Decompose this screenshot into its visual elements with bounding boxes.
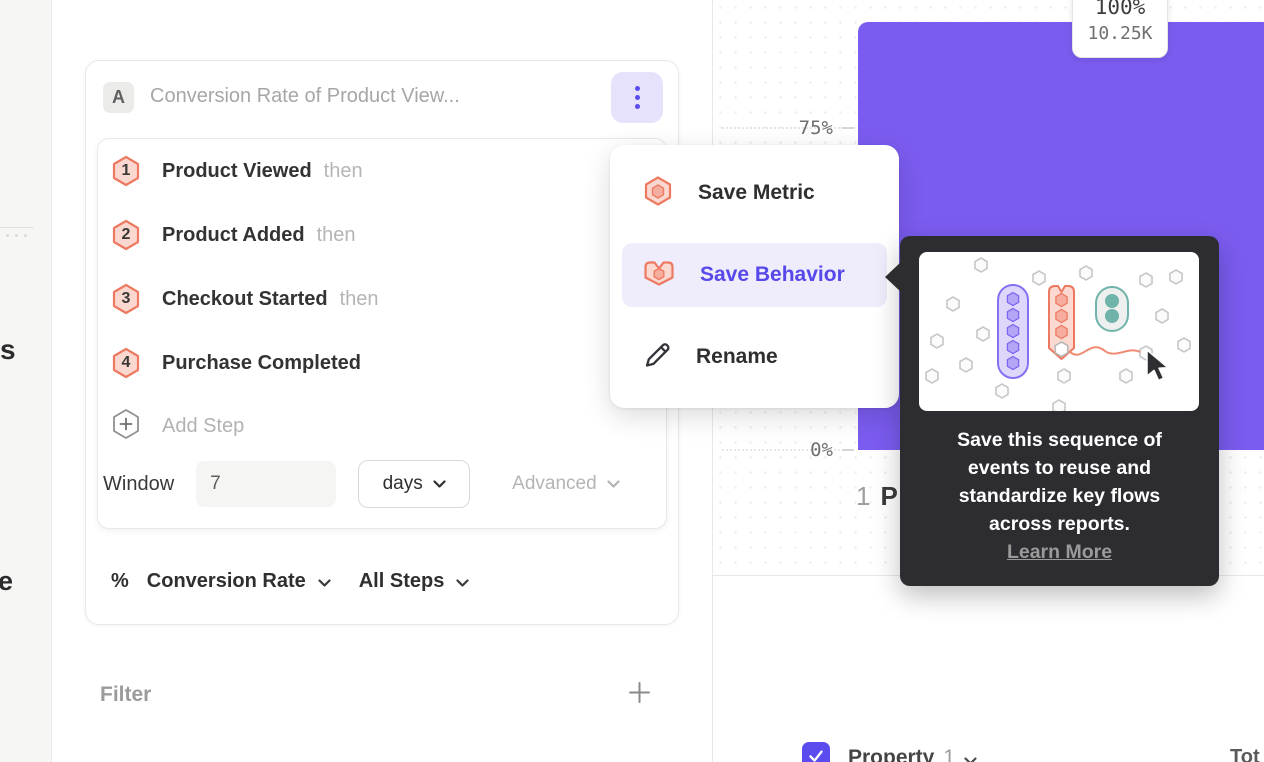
bar-percent-value: 100% (1094, 0, 1146, 19)
bar-count-value: 10.25K (1087, 23, 1153, 44)
window-value-input[interactable] (196, 461, 337, 507)
funnel-step-row[interactable]: 3 Checkout Started then (112, 282, 379, 316)
y-tick-0 (842, 449, 854, 451)
menu-item-save-metric[interactable]: Save Metric (622, 161, 887, 225)
chevron-down-icon (433, 480, 446, 488)
behavior-illustration (919, 252, 1199, 411)
step-event-name[interactable]: Checkout Started (162, 287, 328, 310)
legend-checkbox[interactable] (802, 742, 830, 762)
step-number-hexagon-icon: 1 (112, 155, 140, 187)
metric-dropdown[interactable]: Conversion Rate (146, 569, 306, 592)
chevron-down-icon (607, 480, 620, 488)
step-connector-label: then (323, 159, 363, 182)
rail-drag-dots-icon (6, 234, 27, 237)
learn-more-link[interactable]: Learn More (1006, 541, 1113, 563)
funnel-step-row[interactable]: 2 Product Added then (112, 218, 356, 252)
save-context-menu: Save Metric Save Behavior Rename (610, 145, 899, 408)
step-event-name[interactable]: Product Added (162, 223, 305, 246)
tooltip-arrow (885, 262, 901, 292)
behavior-flag-icon (642, 258, 676, 293)
metric-hexagon-icon (642, 175, 674, 212)
window-label: Window (103, 472, 175, 495)
save-behavior-tooltip: Save this sequence of events to reuse an… (885, 236, 1219, 586)
gridline-0 (722, 449, 840, 451)
funnel-step-row[interactable]: 4 Purchase Completed (112, 346, 373, 380)
step-event-name[interactable]: Purchase Completed (162, 351, 361, 374)
step-connector-label: then (316, 223, 356, 246)
legend-property-dropdown[interactable]: Property 1 (848, 746, 977, 762)
add-step-button[interactable]: Add Step (112, 408, 245, 445)
funnel-step-row[interactable]: 1 Product Viewed then (112, 154, 363, 188)
y-axis-label-75: 75% (798, 117, 833, 139)
y-axis-label-0: 0% (810, 439, 833, 461)
chevron-down-icon[interactable] (456, 578, 469, 587)
rail-divider (0, 227, 34, 228)
percent-symbol: % (111, 569, 129, 592)
step-connector-label: then (339, 287, 379, 310)
left-rail: s e (0, 0, 52, 762)
y-tick-75 (842, 127, 854, 129)
filter-section: Filter (100, 681, 651, 709)
steps-scope-dropdown[interactable]: All Steps (358, 569, 445, 592)
tooltip-text: Save this sequence of events to reuse an… (957, 429, 1162, 563)
bar-value-label: 100% 10.25K (1072, 0, 1168, 58)
rail-text-fragment-bottom: e (0, 566, 14, 596)
legend-total-header: Tot (1230, 746, 1260, 762)
gridline-75 (722, 127, 840, 129)
step-event-name[interactable]: Product Viewed (162, 159, 312, 182)
menu-item-save-behavior[interactable]: Save Behavior (622, 243, 887, 307)
conversion-window-row: Window days Advanced (103, 460, 620, 508)
add-step-hexagon-plus-icon (112, 408, 140, 445)
query-title[interactable]: Conversion Rate of Product View... (150, 85, 460, 107)
add-filter-button[interactable] (628, 681, 651, 709)
measurement-row: % Conversion Rate All Steps (111, 566, 469, 596)
chevron-down-icon (964, 756, 977, 762)
pencil-icon (642, 340, 672, 375)
window-unit-dropdown[interactable]: days (358, 460, 471, 508)
add-step-label: Add Step (162, 414, 245, 437)
kebab-menu-button[interactable] (611, 72, 663, 123)
chevron-down-icon[interactable] (318, 578, 331, 587)
step-number-hexagon-icon: 4 (112, 347, 140, 379)
rail-text-fragment-top: s (0, 334, 16, 365)
filter-label: Filter (100, 683, 152, 706)
step-number-hexagon-icon: 3 (112, 283, 140, 315)
menu-item-rename[interactable]: Rename (622, 325, 887, 389)
step-number-hexagon-icon: 2 (112, 219, 140, 251)
series-badge: A (103, 82, 134, 113)
advanced-dropdown[interactable]: Advanced (512, 473, 620, 495)
